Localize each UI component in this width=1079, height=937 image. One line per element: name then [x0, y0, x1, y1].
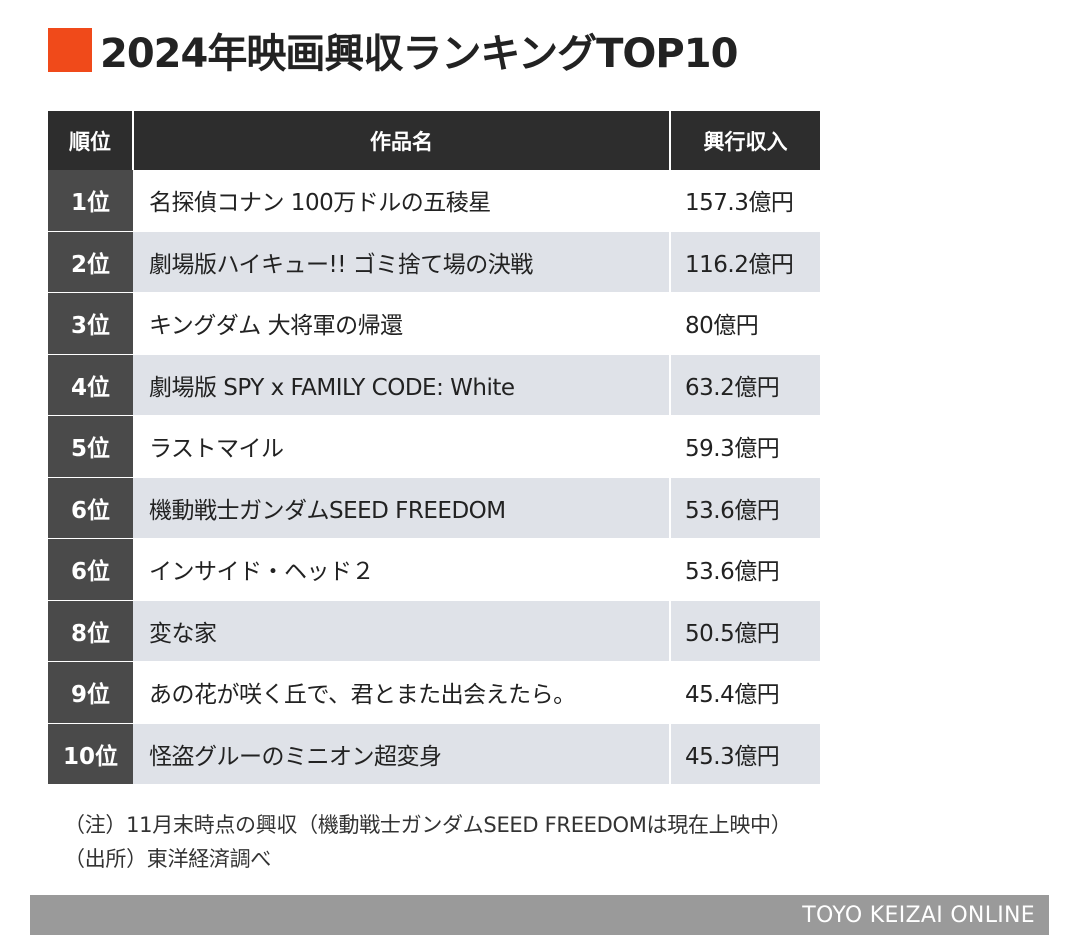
title-cell: ラストマイル — [133, 415, 670, 478]
title-cell: あの花が咲く丘で、君とまた出会えたら。 — [133, 661, 670, 724]
title-cell: 機動戦士ガンダムSEED FREEDOM — [133, 477, 670, 539]
table-row: 6位 機動戦士ガンダムSEED FREEDOM 53.6億円 — [48, 477, 820, 539]
footer-bar: TOYO KEIZAI ONLINE — [30, 895, 1049, 935]
title-cell: 怪盗グルーのミニオン超変身 — [133, 723, 670, 785]
gross-cell: 45.4億円 — [669, 661, 820, 724]
gross-cell: 63.2億円 — [669, 354, 820, 416]
table-row: 9位 あの花が咲く丘で、君とまた出会えたら。 45.4億円 — [48, 661, 820, 724]
title-cell: 名探偵コナン 100万ドルの五稜星 — [133, 170, 670, 232]
table-row: 5位 ラストマイル 59.3億円 — [48, 415, 820, 478]
source-line: （出所）東洋経済調べ — [64, 847, 271, 871]
table-row: 8位 変な家 50.5億円 — [48, 600, 820, 662]
gross-cell: 53.6億円 — [669, 477, 820, 539]
title-text: 2024年映画興収ランキングTOP10 — [100, 31, 738, 77]
table-row: 2位 劇場版ハイキュー!! ゴミ捨て場の決戦 116.2億円 — [48, 231, 820, 293]
table-row: 4位 劇場版 SPY x FAMILY CODE: White 63.2億円 — [48, 354, 820, 416]
chart-title: 2024年映画興収ランキングTOP10 — [48, 22, 738, 78]
column-header-rank: 順位 — [48, 111, 133, 170]
table-row: 1位 名探偵コナン 100万ドルの五稜星 157.3億円 — [48, 170, 820, 232]
gross-cell: 53.6億円 — [669, 538, 820, 601]
rank-cell: 5位 — [48, 415, 133, 478]
title-accent-square — [48, 28, 92, 72]
gross-cell: 45.3億円 — [669, 723, 820, 785]
rank-cell: 6位 — [48, 538, 133, 601]
rank-cell: 6位 — [48, 477, 133, 539]
rank-cell: 4位 — [48, 354, 133, 416]
table-row: 3位 キングダム 大将軍の帰還 80億円 — [48, 292, 820, 355]
table-row: 6位 インサイド・ヘッド２ 53.6億円 — [48, 538, 820, 601]
gross-cell: 116.2億円 — [669, 231, 820, 293]
rank-cell: 9位 — [48, 661, 133, 724]
table-header-row: 順位 作品名 興行収入 — [48, 111, 820, 170]
notes: （注）11月末時点の興収（機動戦士ガンダムSEED FREEDOMは現在上映中）… — [64, 808, 792, 876]
table-row: 10位 怪盗グルーのミニオン超変身 45.3億円 — [48, 723, 820, 785]
title-cell: 劇場版 SPY x FAMILY CODE: White — [133, 354, 670, 416]
rank-cell: 1位 — [48, 170, 133, 232]
title-cell: キングダム 大将軍の帰還 — [133, 292, 670, 355]
gross-cell: 157.3億円 — [669, 170, 820, 232]
gross-cell: 59.3億円 — [669, 415, 820, 478]
title-cell: 変な家 — [133, 600, 670, 662]
rank-cell: 2位 — [48, 231, 133, 293]
rank-cell: 10位 — [48, 723, 133, 785]
ranking-table: 順位 作品名 興行収入 1位 名探偵コナン 100万ドルの五稜星 157.3億円 2位… — [48, 111, 820, 785]
gross-cell: 80億円 — [669, 292, 820, 355]
table-body: 1位 名探偵コナン 100万ドルの五稜星 157.3億円 2位 劇場版ハイキュー!! ゴ… — [48, 170, 820, 785]
rank-cell: 3位 — [48, 292, 133, 355]
rank-cell: 8位 — [48, 600, 133, 662]
footer-brand: TOYO KEIZAI ONLINE — [802, 902, 1035, 928]
note-line: （注）11月末時点の興収（機動戦士ガンダムSEED FREEDOMは現在上映中） — [64, 813, 792, 837]
gross-cell: 50.5億円 — [669, 600, 820, 662]
column-header-gross: 興行収入 — [669, 111, 820, 170]
title-cell: インサイド・ヘッド２ — [133, 538, 670, 601]
title-cell: 劇場版ハイキュー!! ゴミ捨て場の決戦 — [133, 231, 670, 293]
column-header-title: 作品名 — [132, 111, 670, 170]
